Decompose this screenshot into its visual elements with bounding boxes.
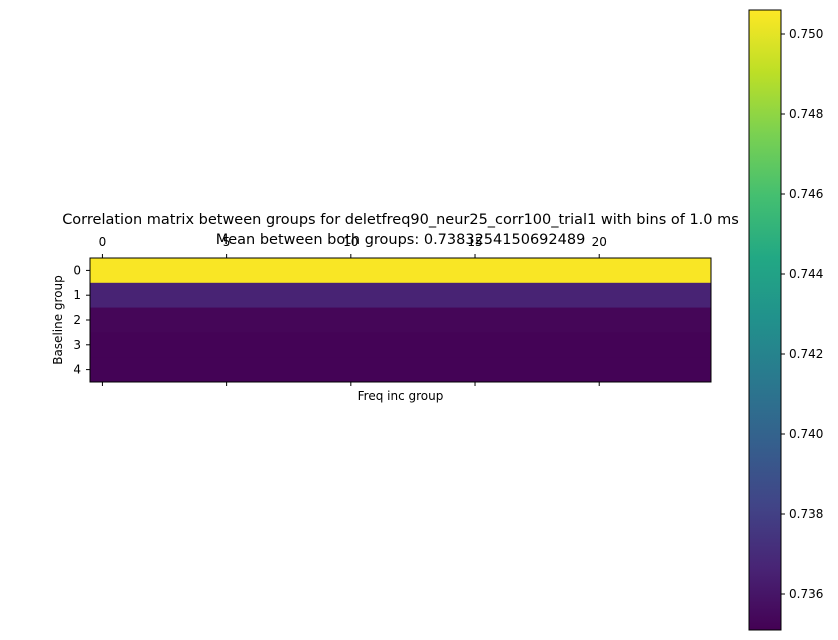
heatmap-row-1 xyxy=(90,282,711,309)
y-tick-label: 4 xyxy=(73,363,81,377)
heatmap-row-3 xyxy=(90,332,711,358)
x-tick-label: 0 xyxy=(99,235,107,249)
colorbar-tick-label: 0.746 xyxy=(789,187,823,201)
y-tick-label: 1 xyxy=(73,288,81,302)
y-axis-label: Baseline group xyxy=(51,275,65,365)
x-tick-label: 10 xyxy=(343,235,358,249)
colorbar-tick-label: 0.740 xyxy=(789,427,823,441)
x-axis-label: Freq inc group xyxy=(358,389,444,403)
colorbar-tick-label: 0.736 xyxy=(789,587,823,601)
y-axis-ticks: 0 1 2 3 4 xyxy=(73,263,90,377)
y-tick-label: 0 xyxy=(73,263,81,277)
heatmap-row-2 xyxy=(90,307,711,333)
colorbar-tick-label: 0.748 xyxy=(789,107,823,121)
heatmap-row-4 xyxy=(90,357,711,383)
x-tick-label: 20 xyxy=(592,235,607,249)
chart-subtitle: Mean between both groups: 0.738325415069… xyxy=(216,232,586,248)
heatmap xyxy=(90,258,711,383)
x-tick-label: 15 xyxy=(467,235,482,249)
x-axis-ticks: 0 5 10 15 20 xyxy=(99,235,607,386)
colorbar-tick-label: 0.750 xyxy=(789,27,823,41)
colorbar-tick-label: 0.738 xyxy=(789,507,823,521)
heatmap-row-0 xyxy=(90,258,711,284)
chart-title: Correlation matrix between groups for de… xyxy=(62,212,739,228)
colorbar-tick-label: 0.744 xyxy=(789,267,823,281)
colorbar-ticks: 0.736 0.738 0.740 0.742 0.744 0.746 0.748 0.750 xyxy=(781,27,823,601)
y-tick-label: 2 xyxy=(73,313,81,327)
y-tick-label: 3 xyxy=(73,338,81,352)
x-tick-label: 5 xyxy=(223,235,231,249)
colorbar xyxy=(748,9,782,631)
colorbar-tick-label: 0.742 xyxy=(789,347,823,361)
